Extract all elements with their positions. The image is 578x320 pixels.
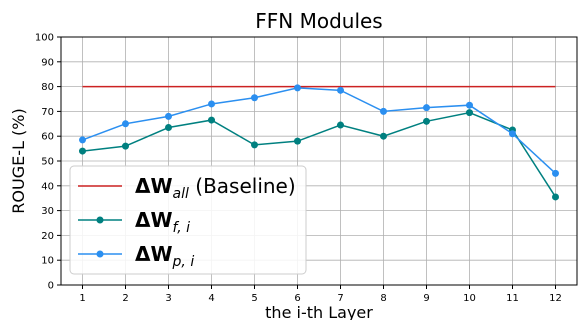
data-point-1 <box>466 109 473 117</box>
series-line-2 <box>82 87 557 174</box>
y-axis-label: ROUGE-L (%) <box>9 108 28 213</box>
data-point-2 <box>251 94 258 102</box>
x-tick-label: 5 <box>251 293 257 304</box>
series-line-1 <box>82 111 557 198</box>
y-tick-label: 80 <box>41 82 54 93</box>
data-point-2 <box>380 107 387 115</box>
data-point-1 <box>208 116 215 124</box>
y-tick-label: 0 <box>48 281 54 292</box>
data-point-2 <box>337 86 344 94</box>
data-point-2 <box>294 84 301 92</box>
y-tick-label: 70 <box>41 107 54 118</box>
series-group <box>79 84 559 201</box>
y-tick-label: 20 <box>41 231 54 242</box>
data-point-1 <box>423 117 430 125</box>
plot-frame <box>60 36 578 286</box>
x-axis-label: the i-th Layer <box>265 303 373 320</box>
legend-label: ΔWf, i <box>135 208 190 236</box>
x-tick-label: 2 <box>122 293 128 304</box>
x-tick-label: 9 <box>423 293 429 304</box>
data-point-2 <box>509 130 516 138</box>
data-point-2 <box>466 101 473 109</box>
y-tick-label: 40 <box>41 181 54 192</box>
legend-label: ΔWp, i <box>135 242 194 270</box>
legend-label: ΔWall (Baseline) <box>135 174 296 202</box>
chart-title: FFN Modules <box>255 9 382 33</box>
legend-marker <box>96 216 104 224</box>
y-tick-label: 100 <box>35 33 54 44</box>
data-point-1 <box>380 132 387 140</box>
data-point-1 <box>552 193 559 201</box>
x-tick-label: 4 <box>208 293 214 304</box>
legend-box <box>69 165 307 275</box>
x-tick-label: 6 <box>294 293 300 304</box>
data-point-2 <box>79 136 86 144</box>
data-point-2 <box>552 169 559 177</box>
y-tick-label: 60 <box>41 132 54 143</box>
x-tick-label: 3 <box>165 293 171 304</box>
legend: ΔWall (Baseline) ΔWf, i ΔWp, i <box>69 165 307 275</box>
x-tick-label: 11 <box>506 293 519 304</box>
data-point-1 <box>165 124 172 132</box>
data-point-1 <box>337 121 344 129</box>
data-point-2 <box>423 104 430 112</box>
data-point-1 <box>294 137 301 145</box>
data-point-2 <box>165 112 172 120</box>
data-point-1 <box>251 141 258 149</box>
y-tick-label: 30 <box>41 206 54 217</box>
x-tick-label: 8 <box>380 293 386 304</box>
data-point-1 <box>79 147 86 155</box>
x-tick-label: 7 <box>337 293 343 304</box>
x-tick-label: 10 <box>463 293 476 304</box>
data-point-2 <box>208 100 215 108</box>
legend-marker <box>96 250 104 258</box>
data-point-1 <box>122 142 129 150</box>
x-tick-label: 12 <box>549 293 562 304</box>
x-axis-ticks: 1 2 3 4 5 6 7 8 9 10 11 12 <box>79 285 562 304</box>
y-tick-label: 90 <box>41 57 54 68</box>
y-tick-label: 50 <box>41 157 54 168</box>
x-tick-label: 1 <box>79 293 85 304</box>
y-tick-label: 10 <box>41 256 54 267</box>
data-point-2 <box>122 120 129 128</box>
y-axis-ticks: 0 10 20 30 40 50 60 70 80 90 100 <box>35 33 61 292</box>
